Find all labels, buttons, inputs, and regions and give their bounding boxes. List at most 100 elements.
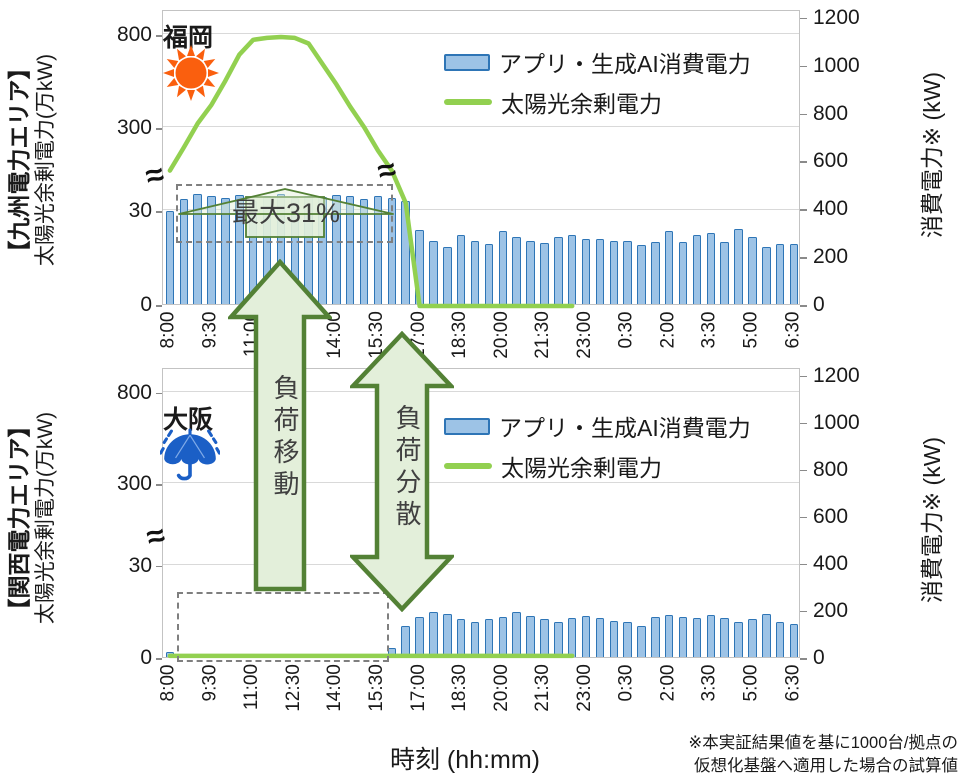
bar <box>235 195 244 304</box>
x-axis-tick-label: 12:30 <box>282 664 304 712</box>
bar <box>734 621 743 657</box>
legend-kyushu: アプリ・生成AI消費電力 太陽光余剰電力 <box>444 48 751 117</box>
right-axis-tick-label: 0 <box>813 293 825 316</box>
legend-item-bars: アプリ・生成AI消費電力 <box>444 48 751 77</box>
tick-mark <box>156 658 162 660</box>
area-label-kyushu: 【九州電力エリア】 <box>6 56 32 264</box>
left-axis-tick-label: 0 <box>140 293 152 316</box>
bar <box>623 621 632 657</box>
tick-mark <box>800 209 807 211</box>
bar <box>276 194 286 304</box>
bar <box>345 196 355 304</box>
tick-mark <box>156 35 162 37</box>
bar <box>443 613 452 657</box>
tick-mark <box>800 422 807 425</box>
city-label-osaka: 大阪 <box>163 406 214 434</box>
bar <box>498 231 508 304</box>
right-axis-tick-label: 600 <box>813 504 849 528</box>
tick-mark <box>800 17 807 20</box>
bar-swatch-icon <box>444 417 490 435</box>
bar <box>193 194 202 304</box>
tick-mark <box>800 161 807 163</box>
x-axis-tick-label: 20:00 <box>490 664 512 712</box>
right-axis-tick-label: 1000 <box>813 410 860 434</box>
x-axis-tick-label: 23:00 <box>573 311 595 359</box>
bar <box>706 233 716 304</box>
gridline <box>163 209 799 211</box>
legend-item-line: 太陽光余剰電力 <box>444 452 751 481</box>
gridline <box>163 126 799 127</box>
line-swatch-icon <box>444 463 492 469</box>
left-axis-tick-label: 300 <box>116 116 152 139</box>
x-axis-tick-label: 0:30 <box>615 664 637 701</box>
bar <box>664 614 674 657</box>
bar <box>775 621 785 657</box>
bar <box>456 234 466 304</box>
right-axis-tick-label: 200 <box>813 245 849 269</box>
tick-mark <box>800 516 807 519</box>
bar <box>540 243 549 304</box>
tick-mark <box>156 128 162 130</box>
bar <box>512 612 521 657</box>
bar <box>595 618 605 657</box>
left-axis-tick-label: 0 <box>140 646 152 669</box>
x-axis-tick-label: 2:00 <box>657 664 679 701</box>
bar <box>221 197 230 304</box>
bar <box>554 621 563 657</box>
tick-mark <box>800 305 807 307</box>
left-axis-title-kansai: 【関西電力エリア】 太陽光余剰電力(万kW) <box>5 373 63 663</box>
bar <box>470 621 480 657</box>
x-axis-tick-label: 9:30 <box>199 664 221 701</box>
tick-mark <box>156 211 162 213</box>
x-axis-tick-label: 9:30 <box>199 311 221 348</box>
legend-item-bars: アプリ・生成AI消費電力 <box>444 412 751 441</box>
tick-mark <box>156 484 162 486</box>
bar <box>512 237 521 304</box>
load-shift-label: 負荷移動 <box>270 374 300 502</box>
legend-item-line: 太陽光余剰電力 <box>444 88 751 117</box>
gridline <box>163 33 799 35</box>
left-axis-tick-label: 800 <box>116 380 152 404</box>
tick-mark <box>800 469 807 472</box>
bar <box>775 244 785 304</box>
bar <box>581 615 591 657</box>
right-axis-tick-label: 400 <box>813 197 849 221</box>
x-axis-tick-label: 8:00 <box>157 664 179 701</box>
load-balance-label: 負荷分散 <box>392 404 422 532</box>
bar <box>609 240 618 304</box>
bar <box>692 234 702 304</box>
bar-swatch-icon <box>444 53 490 71</box>
bar <box>720 241 729 304</box>
right-axis-tick-label: 800 <box>813 101 849 125</box>
x-axis-tick-label: 11:00 <box>241 663 263 711</box>
bar <box>637 245 646 304</box>
bar <box>332 195 341 304</box>
right-axis-tick-label: 1200 <box>813 363 860 387</box>
left-axis-tick-label: 30 <box>128 553 152 577</box>
bar <box>762 246 771 304</box>
right-axis-title-kansai: 消費電力※ (kW) <box>919 436 945 604</box>
bar <box>789 624 799 657</box>
bar <box>443 246 452 304</box>
footnote-line-1: ※本実証結果値を基に1000台/拠点の <box>688 734 958 752</box>
bar <box>720 618 729 657</box>
legend-bars-label: アプリ・生成AI消費電力 <box>499 51 751 77</box>
right-axis-tick-label: 400 <box>813 551 849 575</box>
right-axis-tick-label: 1200 <box>813 5 860 29</box>
footnote-line-2: 仮想化基盤へ適用した場合の試算値 <box>694 756 958 775</box>
bar <box>748 237 757 304</box>
bar <box>415 617 424 657</box>
x-axis-tick-label: 17:00 <box>407 664 429 712</box>
x-axis-tick-label: 3:30 <box>698 664 720 701</box>
line-swatch-icon <box>444 99 492 105</box>
gridline <box>163 390 799 392</box>
x-axis-tick-label: 20:00 <box>490 311 512 359</box>
x-axis-tick-label: 23:00 <box>573 664 595 712</box>
bar <box>567 618 577 657</box>
legend-kansai: アプリ・生成AI消費電力 太陽光余剰電力 <box>444 412 751 481</box>
bar <box>484 244 494 304</box>
x-axis-tick-label: 21:30 <box>532 311 554 359</box>
right-axis-tick-label: 1000 <box>813 53 860 77</box>
bar <box>651 241 660 304</box>
rain-umbrella-icon <box>160 428 220 481</box>
